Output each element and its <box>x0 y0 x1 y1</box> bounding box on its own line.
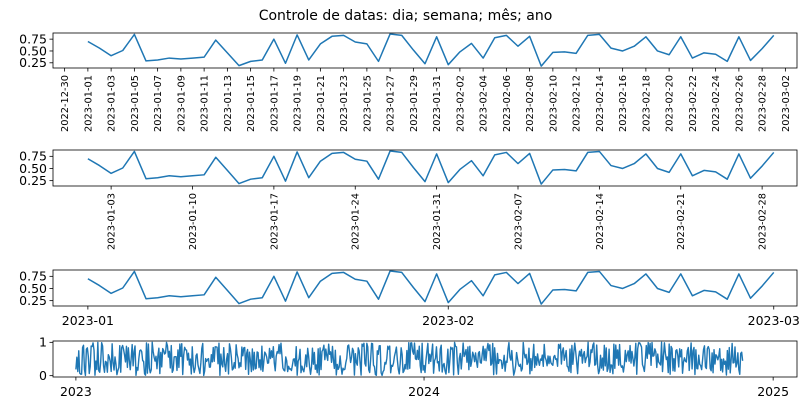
x-tick-label: 2023-01-07 <box>153 75 164 132</box>
axes-frame <box>52 340 798 378</box>
x-tick-label: 2023-02-07 <box>513 193 524 250</box>
x-tick-label: 2023-02-21 <box>676 193 687 250</box>
x-tick-label: 2025 <box>757 384 789 399</box>
x-tick-label: 2023-02-24 <box>711 75 722 132</box>
x-tick-label: 2023-02-10 <box>548 75 559 132</box>
x-tick-label: 2023-01-15 <box>246 75 257 132</box>
y-tick-label: 0.50 <box>19 43 47 58</box>
chart-panel-2: 0.250.500.75 2023-01-03 2023-01-10 2023-01-… <box>19 149 798 250</box>
y-tick-label: 0.25 <box>19 55 47 70</box>
y-tick-label: 0.50 <box>19 161 47 176</box>
x-tick-label: 2023-01-11 <box>200 75 211 132</box>
x-tick-label: 2023-01 <box>62 313 114 328</box>
x-tick-label: 2023-01-19 <box>293 75 304 132</box>
x-tick-label: 2023-01-03 <box>107 193 118 250</box>
axes-frame <box>52 269 798 307</box>
x-tick-label: 2023-02-20 <box>665 75 676 132</box>
y-tick-label: 0.25 <box>19 173 47 188</box>
x-tick-label: 2023-02-18 <box>641 75 652 132</box>
x-tick-label: 2023-01-31 <box>432 75 443 132</box>
x-tick-label: 2023-02-16 <box>618 75 629 132</box>
x-tick-label: 2023-03-02 <box>781 75 792 132</box>
x-tick-label: 2023-01-21 <box>316 75 327 132</box>
series-line <box>87 150 775 185</box>
x-tick-label: 2023-02-22 <box>688 75 699 132</box>
x-tick-label: 2023-01-17 <box>269 193 280 250</box>
x-tick-label: 2023-01-03 <box>107 75 118 132</box>
series-line <box>87 270 775 305</box>
series-line <box>75 341 744 377</box>
x-tick-label: 2023-01-29 <box>409 75 420 132</box>
chart-panel-3: 0.250.500.75 2023-01 2023-02 2023-03 <box>19 269 800 328</box>
x-tick-label: 2023-01-23 <box>339 75 350 132</box>
axes-frame <box>52 149 798 187</box>
x-tick-label: 2023-01-27 <box>386 75 397 132</box>
x-tick-label: 2023-01-01 <box>83 75 94 132</box>
x-tick-label: 2023-02-28 <box>758 193 769 250</box>
y-tick-label: 1 <box>39 335 47 350</box>
x-tick-label: 2023-02-12 <box>572 75 583 132</box>
axes-frame <box>52 32 798 69</box>
series-line <box>87 33 775 67</box>
x-tick-label: 2023-02-14 <box>595 193 606 250</box>
x-tick-label: 2024 <box>408 384 440 399</box>
chart-panel-4: 0 1 2023 2024 2025 <box>39 335 798 399</box>
x-tick-label: 2023-01-31 <box>432 193 443 250</box>
x-tick-label: 2023-02-06 <box>502 75 513 132</box>
x-tick-label: 2023-02-26 <box>734 75 745 132</box>
y-tick-label: 0.75 <box>19 269 47 284</box>
x-tick-label: 2023-02-14 <box>595 75 606 132</box>
y-tick-label: 0.25 <box>19 293 47 308</box>
x-tick-label: 2022-12-30 <box>60 75 71 132</box>
x-tick-label: 2023-02-04 <box>479 75 490 132</box>
figure-title: Controle de datas: dia; semana; mês; ano <box>258 8 553 24</box>
x-tick-label: 2023-01-10 <box>188 193 199 250</box>
y-tick-label: 0.75 <box>19 149 47 164</box>
x-tick-label: 2023-02-02 <box>455 75 466 132</box>
x-tick-label: 2023-01-24 <box>351 193 362 250</box>
x-tick-label: 2023-01-17 <box>269 75 280 132</box>
x-tick-label: 2023-03 <box>748 313 800 328</box>
y-tick-label: 0.50 <box>19 281 47 296</box>
chart-panel-1: 0.250.500.75 2022-12-30 2023-01-01 2023-01-… <box>19 31 798 132</box>
x-tick-label: 2023-01-25 <box>362 75 373 132</box>
x-tick-label: 2023-02-28 <box>758 75 769 132</box>
x-tick-label: 2023-01-05 <box>130 75 141 132</box>
x-tick-label: 2023-01-13 <box>223 75 234 132</box>
x-tick-label: 2023 <box>60 384 92 399</box>
y-tick-label: 0 <box>39 368 47 383</box>
y-tick-label: 0.75 <box>19 31 47 46</box>
x-tick-label: 2023-02-08 <box>525 75 536 132</box>
x-tick-label: 2023-01-09 <box>176 75 187 132</box>
x-tick-label: 2023-02 <box>422 313 474 328</box>
